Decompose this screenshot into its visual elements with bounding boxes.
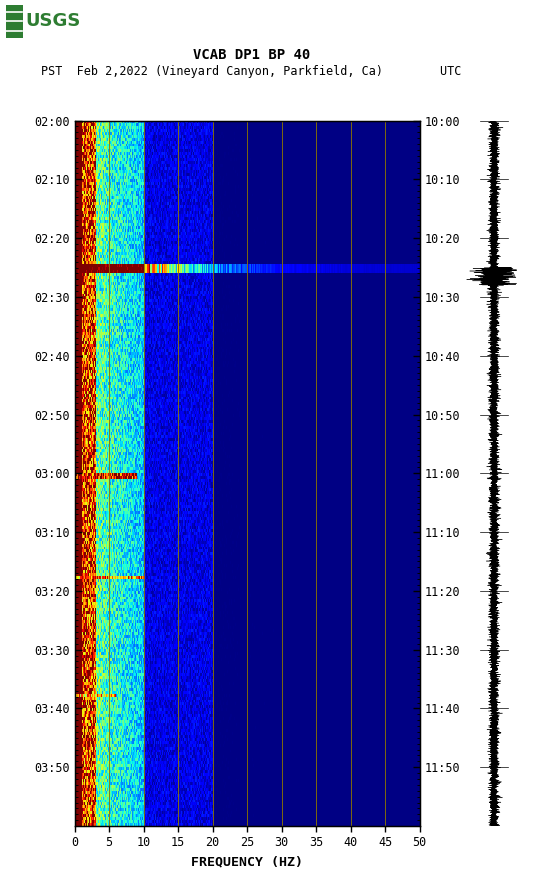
Text: USGS: USGS bbox=[25, 13, 81, 30]
Text: PST  Feb 2,2022 (Vineyard Canyon, Parkfield, Ca)        UTC: PST Feb 2,2022 (Vineyard Canyon, Parkfie… bbox=[41, 65, 461, 78]
X-axis label: FREQUENCY (HZ): FREQUENCY (HZ) bbox=[191, 855, 303, 868]
FancyBboxPatch shape bbox=[6, 4, 23, 38]
Text: VCAB DP1 BP 40: VCAB DP1 BP 40 bbox=[193, 48, 310, 63]
